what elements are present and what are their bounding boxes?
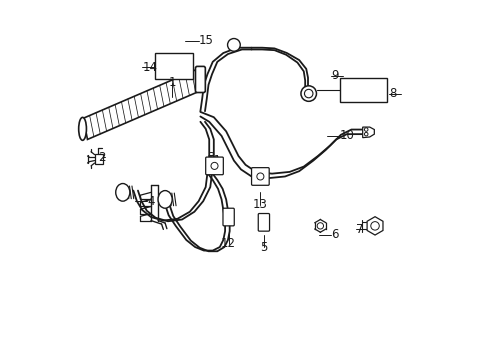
FancyBboxPatch shape xyxy=(339,78,386,102)
FancyBboxPatch shape xyxy=(195,66,205,93)
Text: 14: 14 xyxy=(142,60,157,73)
FancyBboxPatch shape xyxy=(154,53,193,80)
FancyBboxPatch shape xyxy=(205,157,223,175)
FancyBboxPatch shape xyxy=(223,208,234,226)
Polygon shape xyxy=(94,154,103,164)
Ellipse shape xyxy=(158,190,172,208)
Ellipse shape xyxy=(79,117,86,140)
Polygon shape xyxy=(83,69,202,139)
Text: 11: 11 xyxy=(206,154,222,167)
Text: 1: 1 xyxy=(168,76,176,90)
Text: 3: 3 xyxy=(207,150,214,163)
Text: 10: 10 xyxy=(339,129,354,143)
Text: 13: 13 xyxy=(252,198,267,211)
Text: 8: 8 xyxy=(388,87,396,100)
Circle shape xyxy=(227,39,240,51)
Text: 7: 7 xyxy=(355,223,363,236)
Text: 12: 12 xyxy=(221,237,236,250)
Text: 2: 2 xyxy=(98,150,105,163)
Polygon shape xyxy=(362,127,374,138)
Ellipse shape xyxy=(116,184,130,201)
FancyBboxPatch shape xyxy=(251,168,269,185)
Text: 4: 4 xyxy=(147,195,155,208)
Text: 9: 9 xyxy=(330,69,338,82)
FancyBboxPatch shape xyxy=(258,213,269,231)
Text: 5: 5 xyxy=(260,240,267,253)
Text: 15: 15 xyxy=(198,34,213,47)
Text: 6: 6 xyxy=(330,228,338,241)
Polygon shape xyxy=(366,217,382,235)
Circle shape xyxy=(300,86,316,101)
Polygon shape xyxy=(210,157,219,164)
